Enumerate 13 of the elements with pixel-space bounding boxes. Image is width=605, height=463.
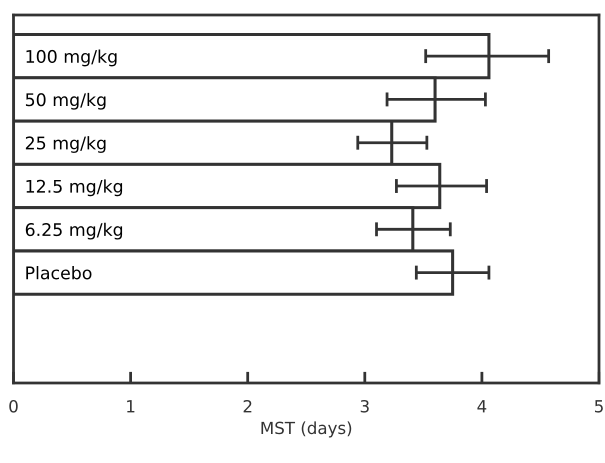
y-tick-label: 6.25 mg/kg	[26, 222, 122, 240]
x-tick-label: 3	[360, 400, 369, 413]
x-tick-label: 1	[127, 400, 134, 412]
y-tick-label: 12.5 mg/kg	[26, 179, 122, 196]
y-tick-label: 100 mg/kg	[26, 50, 117, 66]
y-tick-label: 50 mg/kg	[26, 92, 106, 110]
x-tick-label: 2	[244, 400, 252, 412]
x-axis-title: MST (days)	[261, 421, 352, 438]
x-tick-label: 5	[594, 400, 603, 413]
x-tick-label: 0	[9, 400, 18, 413]
x-tick-label: 4	[477, 400, 486, 412]
y-tick-label: Placebo	[26, 266, 92, 280]
y-tick-label: 25 mg/kg	[26, 136, 106, 153]
